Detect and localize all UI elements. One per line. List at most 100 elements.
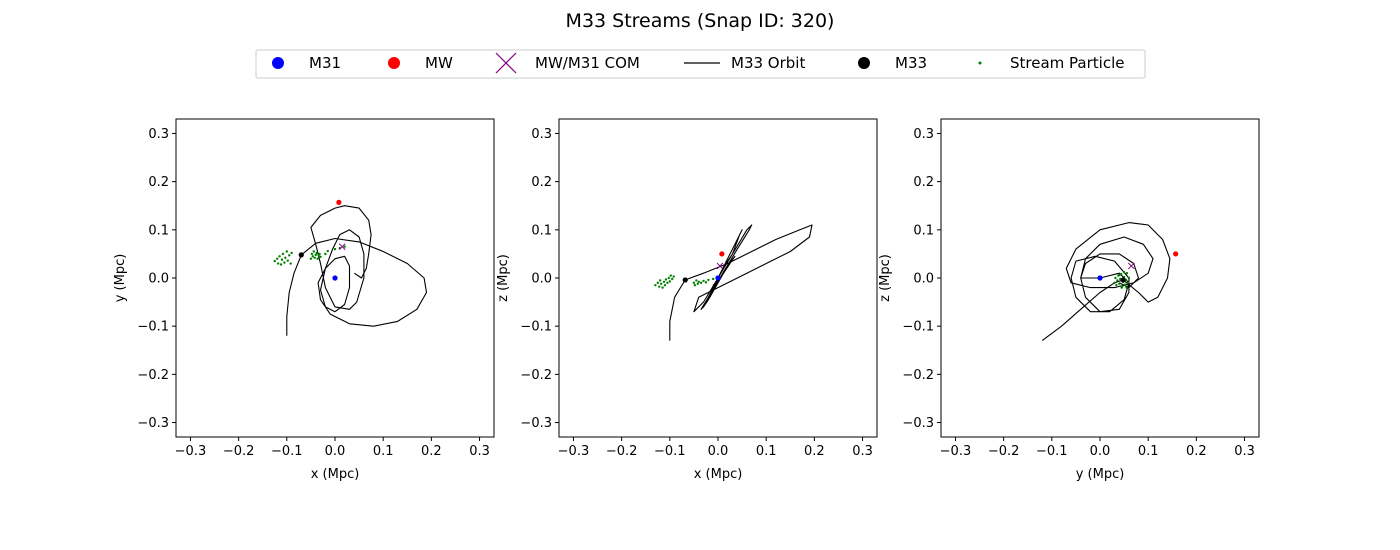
legend-label-com: MW/M31 COM <box>535 54 640 72</box>
stream-particle <box>280 258 284 261</box>
x-tick-label: 0.2 <box>1186 444 1207 459</box>
stream-particle <box>279 263 283 266</box>
legend-marker-stream <box>978 61 982 65</box>
panel-3: −0.3 −0.3 −0.2 −0.2 −0.1 −0.1 0.0 0.0 0.1 0.1 0.2 0… <box>878 118 1260 482</box>
stream-particle <box>672 275 675 278</box>
com-marker <box>338 243 346 251</box>
stream-particle <box>326 249 329 253</box>
stream-particle <box>669 274 672 277</box>
x-tick-label: −0.1 <box>654 444 686 459</box>
stream-particle <box>654 284 657 287</box>
stream-particle <box>313 256 316 259</box>
y-axis-label: z (Mpc) <box>496 254 511 302</box>
y-tick-label: 0.1 <box>531 223 552 238</box>
stream-particle <box>667 276 671 280</box>
x-axis-label: x (Mpc) <box>694 467 743 482</box>
y-axis-label: y (Mpc) <box>113 254 128 303</box>
x-tick-label: −0.3 <box>175 444 207 459</box>
y-tick-label: −0.2 <box>137 368 169 383</box>
stream-particle <box>312 250 315 253</box>
stream-particle <box>658 285 661 288</box>
stream-particle <box>702 279 705 283</box>
com-marker <box>1127 262 1135 270</box>
stream-particle <box>666 281 669 285</box>
stream-particle <box>343 245 346 248</box>
legend: M31 MW MW/M31 COM M33 Orbit M33 Stream P… <box>255 49 1146 79</box>
stream-particle <box>1118 273 1121 277</box>
stream-particle <box>318 252 321 256</box>
x-tick-label: 0.1 <box>1138 444 1159 459</box>
x-tick-label: 0.3 <box>1234 444 1255 459</box>
legend-label-m33: M33 <box>895 54 927 72</box>
mw-marker <box>336 199 342 205</box>
mw-marker <box>719 251 725 257</box>
mw-marker <box>1173 251 1179 257</box>
y-tick-label: 0.0 <box>913 272 934 287</box>
stream-particle <box>656 281 659 285</box>
stream-particle <box>692 281 696 285</box>
legend-marker-m31 <box>272 57 284 69</box>
legend-marker-com <box>495 52 517 74</box>
legend-frame <box>255 49 1146 79</box>
stream-particle <box>697 280 700 284</box>
stream-particle <box>658 279 662 282</box>
stream-particle <box>659 282 663 285</box>
stream-particle <box>1126 281 1130 285</box>
stream-particle <box>283 261 286 264</box>
figure-title: M33 Streams (Snap ID: 320) <box>566 10 835 32</box>
stream-particle <box>284 256 287 259</box>
y-tick-label: −0.1 <box>520 320 552 335</box>
x-tick-label: −0.3 <box>940 444 972 459</box>
y-tick-label: −0.3 <box>520 416 552 431</box>
stream-particle <box>1125 271 1129 275</box>
stream-particle <box>707 278 710 282</box>
stream-particle <box>1127 276 1131 280</box>
stream-particle <box>281 252 285 256</box>
y-tick-label: 0.0 <box>531 272 552 287</box>
stream-particle <box>273 259 276 263</box>
stream-particle <box>316 257 319 260</box>
stream-particle <box>319 255 322 258</box>
stream-particle <box>662 280 666 284</box>
y-tick-label: −0.1 <box>137 320 169 335</box>
stream-particle <box>1120 286 1123 289</box>
panel-1: −0.3 −0.3 −0.2 −0.2 −0.1 −0.1 0.0 0.0 0.1 0.1 0.2 0… <box>113 118 495 482</box>
y-tick-label: 0.2 <box>913 175 934 190</box>
stream-particle <box>1125 286 1128 289</box>
x-axis-label: y (Mpc) <box>1076 467 1125 482</box>
stream-particle <box>711 277 715 281</box>
x-tick-label: −0.2 <box>223 444 255 459</box>
stream-particle <box>1120 272 1123 276</box>
m33-marker <box>1120 277 1126 283</box>
legend-marker-mw <box>388 57 400 69</box>
y-tick-label: −0.2 <box>520 368 552 383</box>
y-tick-label: 0.2 <box>148 175 169 190</box>
m33-marker <box>682 277 688 283</box>
stream-particle <box>693 284 697 287</box>
x-tick-label: −0.1 <box>271 444 303 459</box>
legend-label-stream: Stream Particle <box>1010 54 1124 72</box>
stream-particle <box>1113 281 1116 285</box>
x-tick-label: −0.2 <box>606 444 638 459</box>
orbit-line <box>1041 222 1171 342</box>
stream-particle <box>314 253 317 257</box>
stream-particle <box>1116 279 1119 282</box>
x-tick-label: 0.1 <box>373 444 394 459</box>
panel-2: −0.3 −0.3 −0.2 −0.2 −0.1 −0.1 0.0 0.0 0.1 0.1 0.2 0… <box>496 118 878 482</box>
legend-label-m31: M31 <box>309 54 341 72</box>
y-tick-label: −0.3 <box>137 416 169 431</box>
orbit-line <box>286 205 428 336</box>
stream-particle <box>661 286 664 289</box>
com-marker <box>716 262 724 270</box>
orbit-line <box>669 224 813 341</box>
stream-particle <box>699 281 703 285</box>
stream-particle <box>276 262 280 265</box>
stream-particle <box>275 257 279 260</box>
x-tick-label: −0.2 <box>988 444 1020 459</box>
x-tick-label: 0.0 <box>325 444 346 459</box>
y-axis-label: z (Mpc) <box>878 254 893 302</box>
stream-particle <box>668 280 672 283</box>
stream-particle <box>311 255 315 258</box>
stream-particle <box>1123 283 1127 286</box>
